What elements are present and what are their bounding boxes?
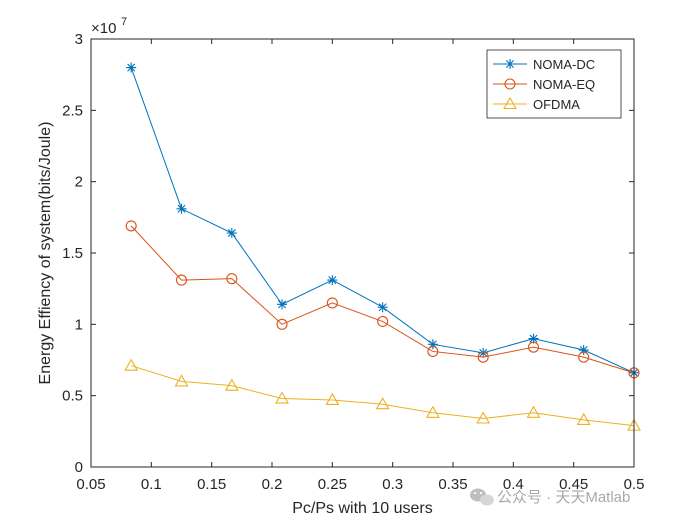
plot-frame: [90, 38, 635, 468]
series-noma-eq: [125, 220, 640, 379]
data-point-ofdma: [124, 358, 139, 371]
y-tick-label: 2: [75, 174, 83, 191]
data-point-ofdma: [476, 411, 491, 424]
legend-label: NOMA-DC: [533, 57, 595, 72]
y-scale-exponent: 7: [121, 16, 127, 28]
data-point-noma-dc: [478, 347, 489, 358]
data-point-ofdma: [526, 405, 541, 418]
data-point-noma-eq: [578, 351, 590, 363]
data-point-ofdma: [224, 378, 239, 391]
data-point-noma-dc: [226, 228, 237, 239]
data-point-noma-eq: [326, 297, 338, 309]
data-point-noma-dc: [578, 345, 589, 356]
x-tick-label: 0.5: [624, 476, 645, 493]
y-axis-ticks: 0 0.5 1 1.5 2 2.5 3: [62, 31, 634, 476]
y-tick-label: 2.5: [62, 102, 83, 119]
legend-item-noma-dc: NOMA-DC: [493, 57, 595, 72]
y-tick-label: 3: [75, 31, 83, 48]
data-point-noma-eq: [125, 220, 137, 232]
legend-marker-noma-eq: [504, 78, 516, 90]
data-point-ofdma: [375, 397, 390, 410]
x-axis-label: Pc/Ps with 10 users: [292, 500, 433, 517]
data-point-noma-dc: [176, 203, 187, 214]
data-point-noma-eq: [226, 273, 238, 285]
wechat-icon: [470, 488, 494, 506]
data-point-noma-dc: [277, 299, 288, 310]
x-axis-ticks: 0.05 0.1 0.15 0.2 0.25 0.3 0.35 0.4 0.45 0.5: [76, 39, 644, 493]
data-point-ofdma: [275, 391, 289, 404]
legend-marker-noma-dc: [505, 59, 515, 69]
x-tick-label: 0.15: [197, 476, 226, 493]
data-point-noma-dc: [528, 333, 539, 344]
y-tick-label: 1: [75, 316, 83, 333]
data-point-ofdma: [174, 374, 189, 387]
y-scale-label: ×10: [91, 20, 116, 37]
x-tick-label: 0.25: [318, 476, 347, 493]
data-point-noma-eq: [276, 318, 288, 330]
x-tick-label: 0.45: [559, 476, 588, 493]
data-point-noma-eq: [527, 341, 540, 353]
watermark-text: 公众号 · 天天Matlab: [497, 489, 630, 506]
legend: NOMA-DC NOMA-EQ OFDMA: [486, 49, 622, 119]
series-line-ofdma: [131, 365, 635, 427]
legend-item-ofdma: OFDMA: [493, 96, 580, 112]
data-point-noma-dc: [427, 339, 438, 350]
legend-item-noma-eq: NOMA-EQ: [493, 77, 595, 92]
data-point-noma-dc: [327, 275, 338, 286]
x-tick-label: 0.05: [76, 476, 105, 493]
data-point-noma-eq: [175, 274, 188, 286]
data-point-noma-eq: [377, 315, 389, 328]
x-tick-label: 0.1: [141, 476, 162, 493]
x-tick-label: 0.3: [382, 476, 403, 493]
data-point-noma-eq: [427, 345, 439, 357]
legend-marker-ofdma: [503, 96, 517, 110]
data-point-ofdma: [325, 392, 340, 405]
watermark: 公众号 · 天天Matlab: [470, 488, 630, 506]
data-point-noma-dc: [377, 302, 388, 313]
series-line-noma-eq: [130, 225, 635, 374]
y-tick-label: 1.5: [62, 245, 83, 262]
x-tick-label: 0.4: [503, 476, 524, 493]
data-point-noma-dc: [126, 62, 137, 73]
data-point-ofdma: [425, 405, 440, 418]
x-tick-label: 0.35: [438, 476, 467, 493]
data-point-noma-eq: [477, 351, 489, 363]
legend-label: OFDMA: [533, 97, 580, 112]
legend-label: NOMA-EQ: [533, 77, 595, 92]
data-point-ofdma: [576, 412, 591, 425]
y-tick-label: 0.5: [62, 388, 83, 405]
x-tick-label: 0.2: [262, 476, 283, 493]
y-tick-label: 0: [75, 459, 83, 476]
y-axis-label: Energy Effiency of system(bits/Joule): [37, 122, 54, 385]
